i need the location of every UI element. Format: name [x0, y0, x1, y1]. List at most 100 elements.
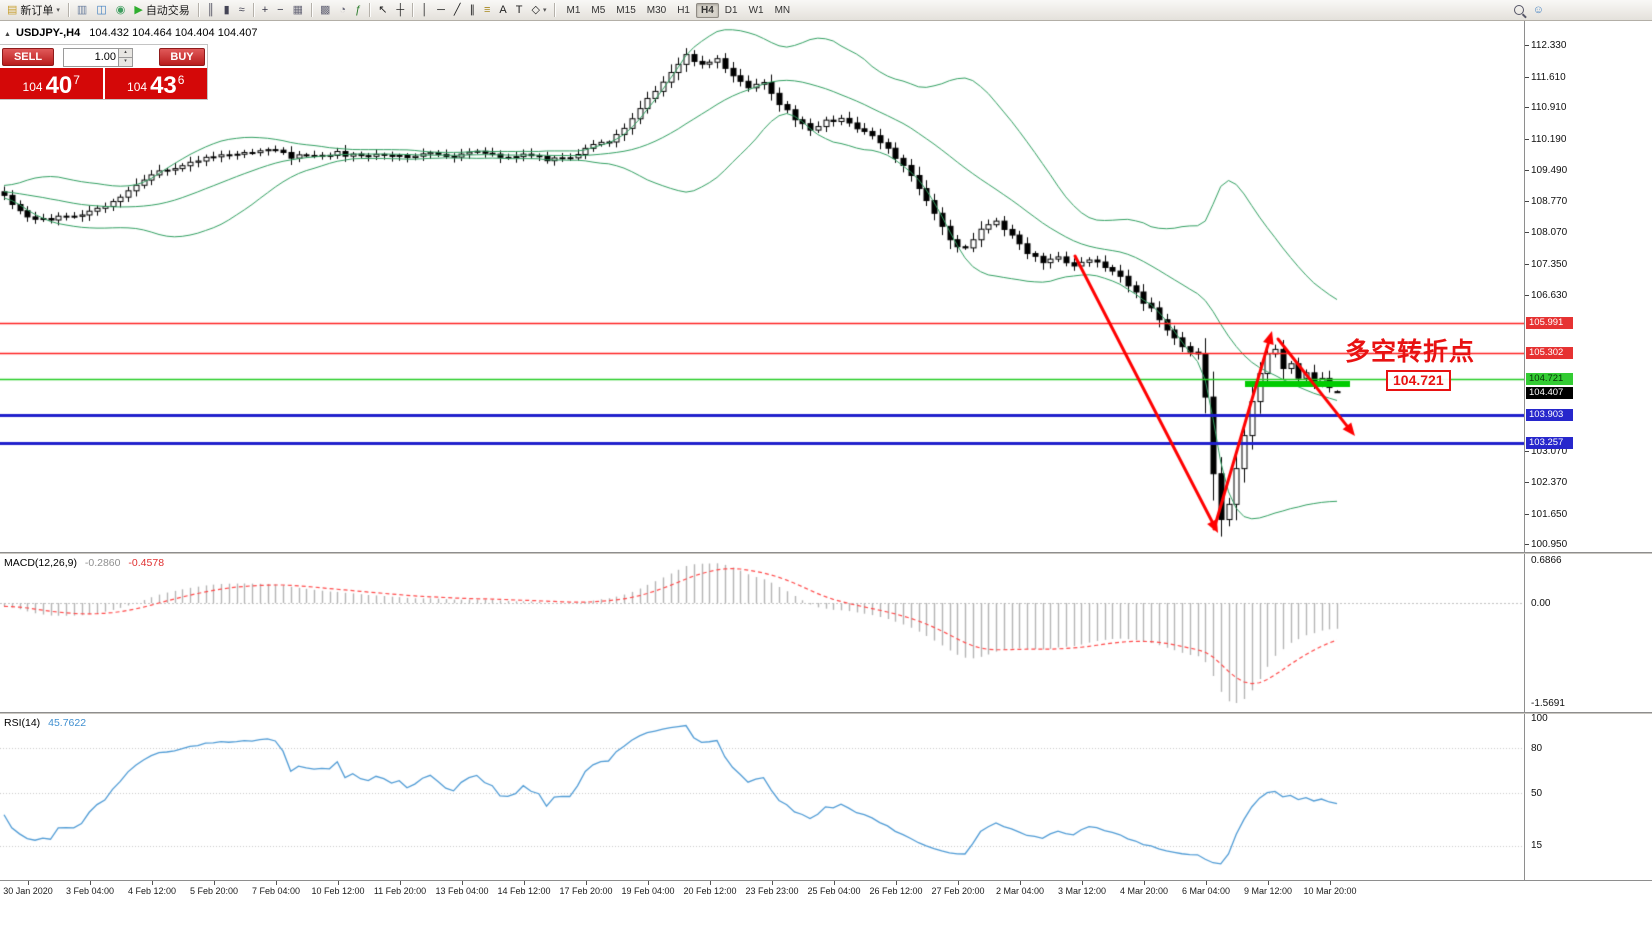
time-axis-tick: [462, 881, 463, 885]
timeframe-m1-button[interactable]: M1: [561, 3, 585, 18]
timeframe-m15-button[interactable]: M15: [611, 3, 640, 18]
price-tag: 104.407: [1526, 386, 1573, 399]
crosshair-button[interactable]: ┼: [392, 2, 408, 19]
tile-windows-button[interactable]: ▦: [289, 2, 307, 19]
navigator-button[interactable]: ◉: [112, 2, 130, 19]
zoom-out-icon: −: [277, 3, 284, 16]
time-axis-label: 10 Feb 12:00: [311, 886, 365, 896]
time-axis-tick: [338, 881, 339, 885]
cursor-button[interactable]: ↖: [374, 2, 391, 19]
time-axis-tick: [710, 881, 711, 885]
toolbar-separator: [554, 3, 556, 17]
text-icon: A: [499, 3, 507, 16]
vertical-line-icon: │: [421, 3, 429, 16]
one-click-trading-panel: SELL ▴ ▾ BUY 104 40 7 104: [0, 44, 208, 100]
buy-button[interactable]: BUY: [159, 48, 205, 66]
price-chart-canvas[interactable]: [0, 21, 1524, 552]
time-axis-label: 6 Mar 04:00: [1181, 886, 1231, 896]
line-chart-icon: ≈: [238, 3, 245, 16]
panel-separator[interactable]: [0, 712, 1652, 714]
price-tag: 104.721: [1526, 372, 1573, 385]
price-axis-tick: [1525, 513, 1529, 515]
community-icon: ☺: [1532, 3, 1544, 16]
line-chart-button[interactable]: ≈: [235, 2, 249, 19]
time-axis-tick: [834, 881, 835, 885]
timeframe-m30-button[interactable]: M30: [642, 3, 671, 18]
horizontal-line-icon: ─: [437, 3, 445, 16]
price-axis-tick: [1525, 45, 1529, 46]
zoom-in-icon: +: [261, 3, 269, 16]
volume-down-icon[interactable]: ▾: [119, 57, 132, 66]
period-button[interactable]: ◔: [335, 2, 350, 19]
time-axis-tick: [276, 881, 277, 885]
shapes-button[interactable]: ◇ ▾: [528, 2, 551, 19]
volume-up-icon[interactable]: ▴: [119, 48, 132, 58]
zoom-out-button[interactable]: −: [273, 2, 287, 19]
price-axis-label: 100.950: [1531, 539, 1568, 551]
buy-price-display[interactable]: 104 43 6: [104, 68, 207, 99]
timeframe-h1-button[interactable]: H1: [672, 3, 695, 18]
zoom-in-button[interactable]: +: [258, 2, 272, 19]
price-axis-tick: [1525, 169, 1529, 171]
time-axis-tick: [28, 881, 29, 885]
timeframe-mn-button[interactable]: MN: [770, 3, 796, 18]
macd-canvas[interactable]: [0, 554, 1524, 712]
templates-icon: ▩: [320, 3, 331, 16]
price-axis[interactable]: 112.330 111.610 110.910 110.190 109.490 108.7…: [1524, 21, 1652, 880]
price-tag: 103.257: [1526, 437, 1573, 450]
search-button[interactable]: [1510, 2, 1528, 19]
new-order-button[interactable]: ▤ 新订单 ▾: [3, 2, 64, 19]
chart-header: ▲ USDJPY-,H4 104.432 104.464 104.404 104…: [4, 27, 257, 39]
sell-price-display[interactable]: 104 40 7: [0, 68, 103, 99]
rsi-canvas[interactable]: [0, 714, 1524, 880]
horizontal-line-button[interactable]: ─: [433, 2, 449, 19]
time-axis-tick: [1330, 881, 1331, 885]
chart-marker-icon: ▲: [4, 31, 11, 38]
timeframe-w1-button[interactable]: W1: [744, 3, 769, 18]
time-axis-tick: [1268, 881, 1269, 885]
sell-button[interactable]: SELL: [2, 48, 54, 66]
time-axis[interactable]: 30 Jan 2020 3 Feb 04:00 4 Feb 12:00 5 Feb 2…: [0, 880, 1652, 944]
text-button[interactable]: A: [495, 2, 510, 19]
shapes-icon: ◇: [531, 3, 540, 16]
bull-bear-turning-point-annotation[interactable]: 多空转折点: [1345, 338, 1476, 366]
auto-trading-icon: ▶: [134, 3, 143, 16]
time-axis-label: 14 Feb 12:00: [497, 886, 551, 896]
charts-grid-button[interactable]: ▥: [73, 2, 91, 19]
candlestick-chart-button[interactable]: ▮: [220, 2, 234, 19]
panel-separator[interactable]: [0, 552, 1652, 554]
timeframe-d1-button[interactable]: D1: [720, 3, 743, 18]
templates-button[interactable]: ▩: [316, 2, 334, 19]
trendline-button[interactable]: ╱: [450, 2, 465, 19]
channel-button[interactable]: ∥: [466, 2, 480, 19]
auto-trading-button[interactable]: ▶ 自动交易: [130, 2, 193, 19]
community-button[interactable]: ☺: [1529, 2, 1548, 19]
bar-chart-icon: ║: [206, 3, 215, 16]
macd-panel: MACD(12,26,9) -0.2860 -0.4578: [0, 554, 1524, 712]
time-axis-label: 30 Jan 2020: [3, 886, 53, 896]
rsi-panel: RSI(14) 45.7622: [0, 714, 1524, 880]
time-axis-label: 2 Mar 04:00: [995, 886, 1045, 896]
fibonacci-button[interactable]: ≡: [480, 2, 494, 19]
price-axis-tick: [1525, 451, 1529, 453]
time-axis-tick: [1206, 881, 1207, 885]
timeframe-m5-button[interactable]: M5: [586, 3, 610, 18]
price-axis-tick: [1525, 295, 1529, 297]
time-axis-label: 4 Mar 20:00: [1119, 886, 1169, 896]
label-button[interactable]: T: [512, 2, 527, 19]
auto-trading-button-label: 自动交易: [145, 5, 190, 17]
volume-input[interactable]: [64, 48, 118, 66]
rsi-axis-label: 80: [1531, 743, 1543, 754]
volume-steppers: ▴ ▾: [118, 48, 132, 66]
bar-chart-button[interactable]: ║: [203, 2, 219, 19]
price-callout-label[interactable]: 104.721: [1386, 370, 1451, 391]
indicators-button[interactable]: ƒ: [351, 2, 365, 19]
vertical-line-button[interactable]: │: [417, 2, 432, 19]
timeframe-h4-button[interactable]: H4: [696, 2, 719, 18]
rsi-axis-label: 100: [1531, 713, 1548, 724]
market-watch-button[interactable]: ◫: [92, 2, 110, 19]
price-axis-label: 111.610: [1531, 71, 1566, 83]
toolbar-separator: [369, 3, 371, 17]
price-axis-label: 112.330: [1531, 40, 1567, 51]
buy-price-sup: 6: [177, 73, 185, 87]
